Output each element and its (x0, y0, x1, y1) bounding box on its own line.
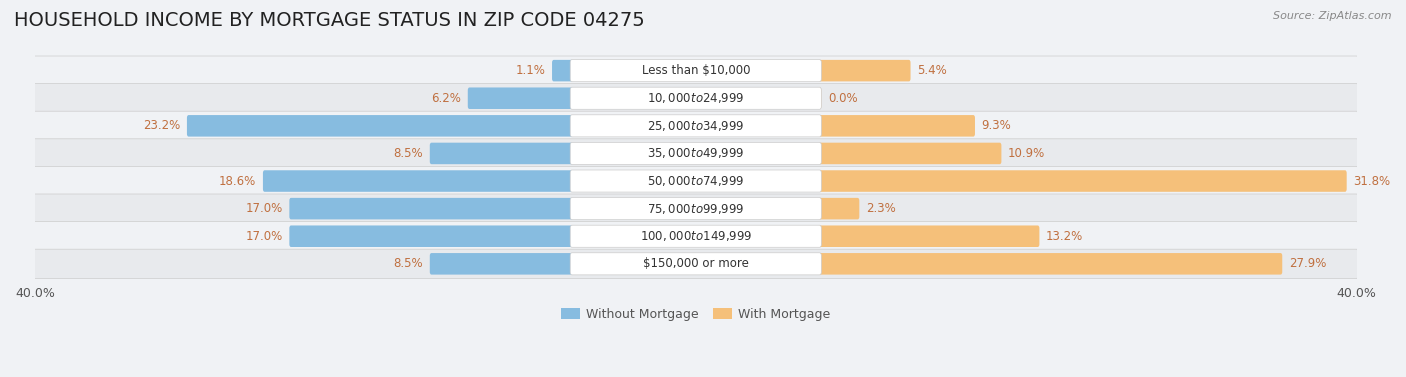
FancyBboxPatch shape (571, 225, 821, 247)
Text: 8.5%: 8.5% (394, 257, 423, 270)
FancyBboxPatch shape (34, 249, 1357, 279)
FancyBboxPatch shape (571, 170, 821, 192)
Text: 5.4%: 5.4% (917, 64, 946, 77)
Text: 13.2%: 13.2% (1046, 230, 1083, 243)
Text: 2.3%: 2.3% (866, 202, 896, 215)
Text: $35,000 to $49,999: $35,000 to $49,999 (647, 146, 745, 161)
Text: HOUSEHOLD INCOME BY MORTGAGE STATUS IN ZIP CODE 04275: HOUSEHOLD INCOME BY MORTGAGE STATUS IN Z… (14, 11, 645, 30)
FancyBboxPatch shape (290, 198, 574, 219)
FancyBboxPatch shape (571, 60, 821, 82)
Text: 9.3%: 9.3% (981, 120, 1011, 132)
Text: 0.0%: 0.0% (828, 92, 858, 105)
Text: $50,000 to $74,999: $50,000 to $74,999 (647, 174, 745, 188)
FancyBboxPatch shape (187, 115, 574, 136)
FancyBboxPatch shape (34, 222, 1357, 251)
FancyBboxPatch shape (818, 60, 911, 81)
Text: $10,000 to $24,999: $10,000 to $24,999 (647, 91, 745, 105)
FancyBboxPatch shape (818, 170, 1347, 192)
Text: 8.5%: 8.5% (394, 147, 423, 160)
FancyBboxPatch shape (571, 143, 821, 164)
Text: 31.8%: 31.8% (1354, 175, 1391, 187)
Text: 10.9%: 10.9% (1008, 147, 1045, 160)
FancyBboxPatch shape (571, 253, 821, 275)
FancyBboxPatch shape (263, 170, 574, 192)
FancyBboxPatch shape (430, 143, 574, 164)
Text: $150,000 or more: $150,000 or more (643, 257, 749, 270)
FancyBboxPatch shape (818, 198, 859, 219)
Text: 18.6%: 18.6% (219, 175, 256, 187)
Text: Source: ZipAtlas.com: Source: ZipAtlas.com (1274, 11, 1392, 21)
Text: 27.9%: 27.9% (1289, 257, 1326, 270)
FancyBboxPatch shape (553, 60, 574, 81)
FancyBboxPatch shape (818, 115, 974, 136)
Text: 23.2%: 23.2% (143, 120, 180, 132)
Text: Less than $10,000: Less than $10,000 (641, 64, 749, 77)
Text: 6.2%: 6.2% (432, 92, 461, 105)
Text: $100,000 to $149,999: $100,000 to $149,999 (640, 229, 752, 243)
FancyBboxPatch shape (34, 111, 1357, 141)
FancyBboxPatch shape (818, 87, 821, 109)
FancyBboxPatch shape (818, 253, 1282, 274)
FancyBboxPatch shape (430, 253, 574, 274)
FancyBboxPatch shape (34, 139, 1357, 168)
FancyBboxPatch shape (34, 194, 1357, 223)
FancyBboxPatch shape (571, 115, 821, 137)
Text: 17.0%: 17.0% (246, 230, 283, 243)
FancyBboxPatch shape (818, 143, 1001, 164)
FancyBboxPatch shape (468, 87, 574, 109)
FancyBboxPatch shape (290, 225, 574, 247)
Legend: Without Mortgage, With Mortgage: Without Mortgage, With Mortgage (555, 303, 835, 326)
Text: $75,000 to $99,999: $75,000 to $99,999 (647, 202, 745, 216)
FancyBboxPatch shape (34, 84, 1357, 113)
Text: $25,000 to $34,999: $25,000 to $34,999 (647, 119, 745, 133)
FancyBboxPatch shape (571, 198, 821, 220)
FancyBboxPatch shape (571, 87, 821, 109)
Text: 17.0%: 17.0% (246, 202, 283, 215)
FancyBboxPatch shape (34, 166, 1357, 196)
FancyBboxPatch shape (818, 225, 1039, 247)
FancyBboxPatch shape (34, 56, 1357, 85)
Text: 1.1%: 1.1% (516, 64, 546, 77)
